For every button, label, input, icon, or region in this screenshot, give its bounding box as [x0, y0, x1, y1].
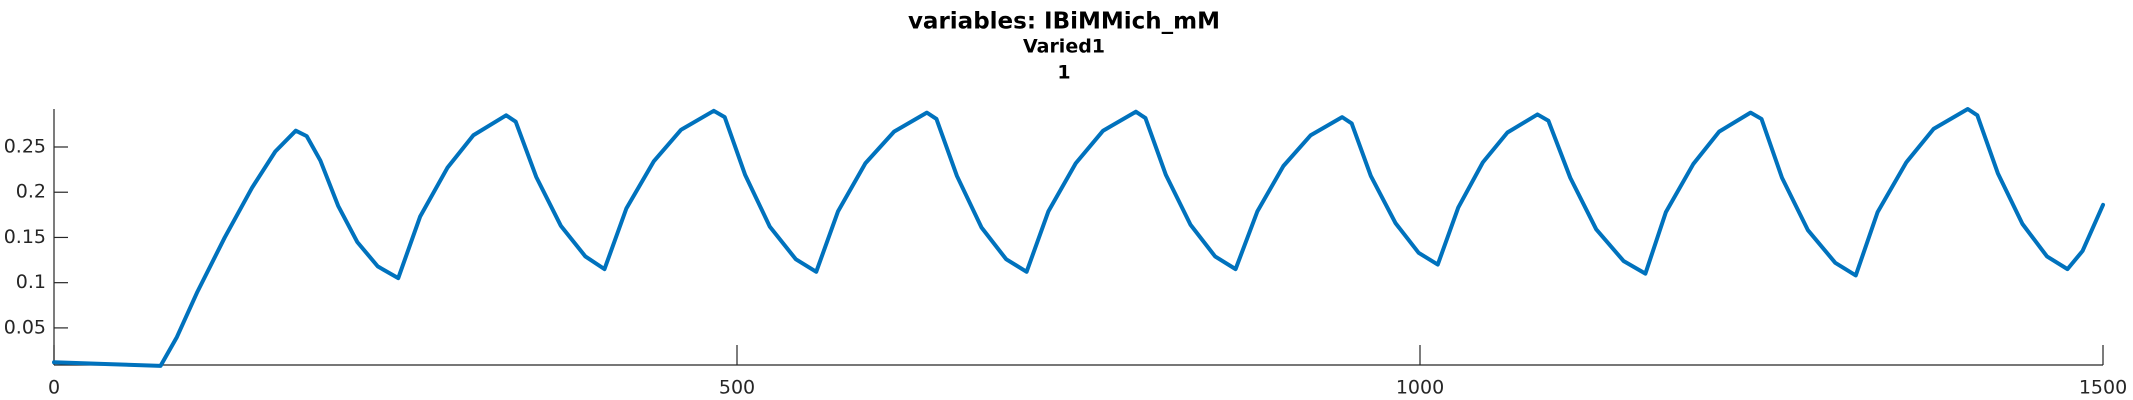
y-tick-label: 0.25	[4, 135, 46, 157]
y-tick-label: 0.2	[16, 181, 46, 203]
y-tick-label: 0.15	[4, 226, 46, 248]
y-tick-label: 0.05	[4, 316, 46, 338]
y-tick-label: 0.1	[16, 271, 46, 293]
x-tick-label: 500	[719, 377, 755, 399]
data-line	[52, 107, 2105, 368]
x-tick-label: 1500	[2079, 377, 2127, 399]
chart-title: variables: IBiMMich_mM	[908, 9, 1220, 35]
x-tick-label: 0	[48, 377, 60, 399]
chart-subtitle: Varied1	[1023, 36, 1105, 58]
chart-subtitle: 1	[1057, 62, 1070, 84]
x-tick-label: 1000	[1396, 377, 1444, 399]
